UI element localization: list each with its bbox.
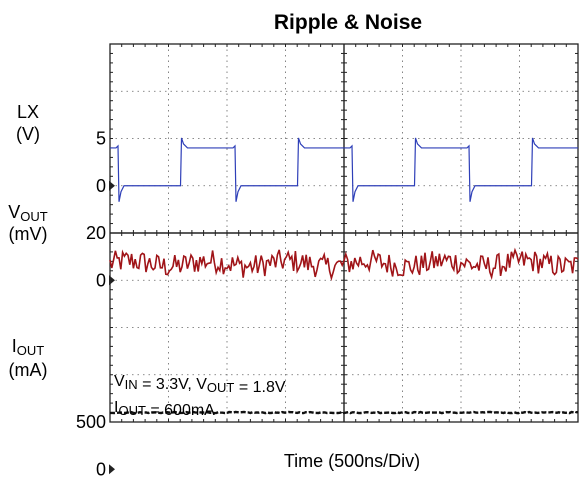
trace-v-out bbox=[109, 247, 579, 282]
annotation-output-current: IOUT = 600mA bbox=[114, 399, 215, 419]
waveform-traces bbox=[109, 137, 579, 475]
trace-i-out bbox=[110, 410, 578, 415]
channel-unit-lx: (V) bbox=[16, 124, 40, 144]
ground-marker bbox=[109, 464, 115, 475]
channel-label-v-out: VOUT bbox=[8, 202, 48, 224]
y-tick-labels: 5 0 20 0 500 0 bbox=[76, 129, 106, 477]
channel-label-i-out: IOUT bbox=[12, 336, 45, 358]
trace-lx bbox=[110, 137, 578, 202]
chart-title: Ripple & Noise bbox=[274, 11, 422, 34]
y-tick-lx: 0 bbox=[96, 176, 106, 196]
ground-marker bbox=[109, 180, 115, 191]
channel-label-lx: LX bbox=[17, 102, 39, 122]
channel-unit-i-out: (mA) bbox=[9, 360, 48, 380]
y-tick-lx: 5 bbox=[96, 129, 106, 149]
x-axis-label: Time (500ns/Div) bbox=[284, 451, 420, 471]
y-tick-i-out: 500 bbox=[76, 412, 106, 432]
y-tick-v-out: 20 bbox=[86, 223, 106, 243]
ground-marker bbox=[109, 275, 115, 286]
channel-labels: LX(V) VOUT(mV) IOUT(mA) bbox=[8, 102, 48, 380]
annotation-input-output-voltage: VIN = 3.3V, VOUT = 1.8V bbox=[114, 373, 286, 396]
plot-grid bbox=[109, 43, 579, 423]
conditions-annotation: VIN = 3.3V, VOUT = 1.8V IOUT = 600mA bbox=[114, 373, 286, 419]
y-tick-v-out: 0 bbox=[96, 270, 106, 290]
channel-unit-v-out: (mV) bbox=[9, 224, 48, 244]
y-tick-i-out: 0 bbox=[96, 459, 106, 477]
